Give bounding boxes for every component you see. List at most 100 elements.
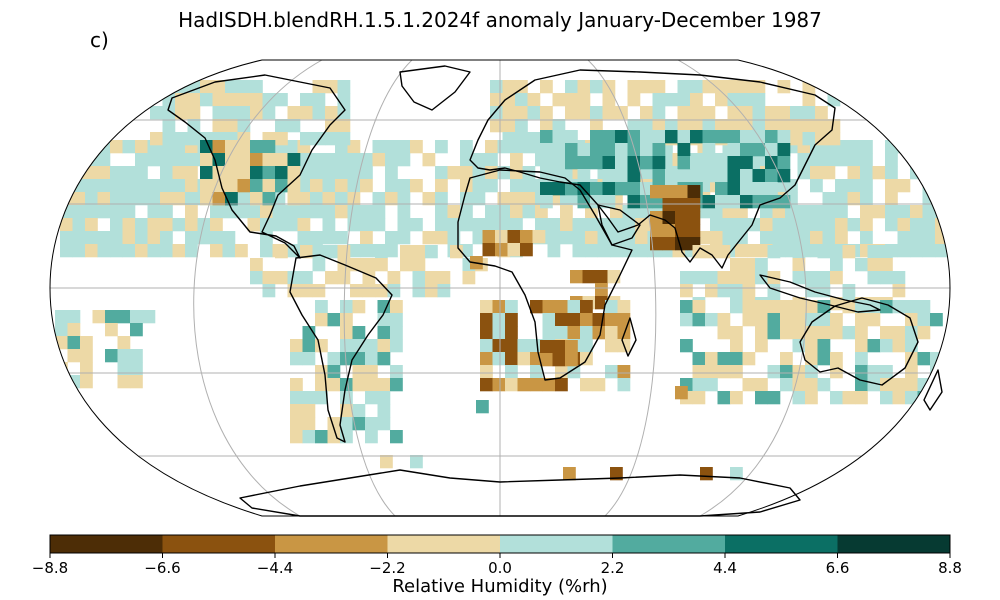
anomaly-cell <box>705 271 718 285</box>
anomaly-cell <box>652 169 666 183</box>
anomaly-cell <box>842 245 856 259</box>
anomaly-cell <box>225 80 238 94</box>
anomaly-cell <box>122 231 136 245</box>
anomaly-cell <box>767 245 781 259</box>
anomaly-cell <box>365 378 378 392</box>
coastline-madagascar <box>621 317 637 357</box>
anomaly-cell <box>855 339 868 353</box>
anomaly-cell <box>225 166 238 180</box>
anomaly-cell <box>340 300 353 314</box>
anomaly-cell <box>410 179 423 193</box>
anomaly-cell <box>847 179 861 193</box>
anomaly-cell <box>765 119 778 133</box>
anomaly-cell <box>172 244 186 258</box>
anomaly-cell <box>147 153 161 167</box>
anomaly-cell <box>692 300 706 314</box>
anomaly-cell <box>237 166 251 180</box>
anomaly-cell <box>410 218 423 232</box>
anomaly-cell <box>472 192 486 206</box>
anomaly-cell <box>585 218 598 232</box>
anomaly-cell <box>922 153 936 167</box>
anomaly-cell <box>590 130 603 144</box>
anomaly-cell <box>822 218 836 232</box>
colorbar-tick-label: 0.0 <box>488 559 512 577</box>
anomaly-cell <box>822 205 836 219</box>
anomaly-cell <box>72 140 86 154</box>
anomaly-cell <box>897 244 911 258</box>
anomaly-cell <box>705 245 718 259</box>
anomaly-cell <box>540 340 553 354</box>
anomaly-cell <box>422 153 436 167</box>
anomaly-cell <box>325 80 338 94</box>
anomaly-cell <box>385 179 398 193</box>
anomaly-cell <box>55 362 68 376</box>
anomaly-cell <box>747 218 761 232</box>
anomaly-cell <box>110 192 123 206</box>
anomaly-cell <box>390 313 403 327</box>
anomaly-cell <box>917 326 931 340</box>
globe-outline <box>49 59 951 517</box>
anomaly-cell <box>510 205 523 219</box>
coastline-antarctica <box>239 469 801 517</box>
graticule-lon-120w <box>193 60 323 516</box>
colorbar-bin <box>500 535 613 553</box>
anomaly-cell <box>640 119 653 133</box>
anomaly-cell <box>552 353 566 367</box>
anomaly-cell <box>60 179 73 193</box>
anomaly-cell <box>687 211 701 225</box>
anomaly-cell <box>567 313 581 327</box>
coastline-greenland <box>399 65 471 111</box>
anomaly-cell <box>335 231 348 245</box>
anomaly-cell <box>605 365 618 379</box>
anomaly-cell <box>555 378 568 392</box>
anomaly-cell <box>435 231 448 245</box>
anomaly-cell <box>905 391 918 405</box>
anomaly-cell <box>617 326 631 340</box>
anomaly-cell <box>892 326 906 340</box>
anomaly-cell <box>922 140 936 154</box>
anomaly-cell <box>785 218 798 232</box>
anomaly-cell <box>767 391 781 405</box>
anomaly-cell <box>385 231 398 245</box>
anomaly-cell <box>730 284 743 298</box>
anomaly-cell <box>705 365 718 379</box>
anomaly-cell <box>505 300 518 314</box>
anomaly-cell <box>97 179 111 193</box>
colorbar-label: Relative Humidity (%rh) <box>392 576 608 597</box>
anomaly-cell <box>390 378 403 392</box>
anomaly-cell <box>275 119 288 133</box>
anomaly-cell <box>105 349 118 363</box>
anomaly-cell <box>490 80 503 94</box>
anomaly-cell <box>627 195 641 209</box>
anomaly-cell <box>677 93 691 107</box>
anomaly-cell <box>365 430 378 444</box>
anomaly-cell <box>705 313 718 327</box>
anomaly-cell <box>755 300 768 314</box>
anomaly-cell <box>635 244 648 258</box>
anomaly-cell <box>237 153 251 167</box>
anomaly-cell <box>200 166 213 180</box>
anomaly-cell <box>677 106 691 120</box>
anomaly-cell <box>272 205 286 219</box>
anomaly-cell <box>380 455 393 469</box>
anomaly-cell <box>675 185 688 199</box>
anomaly-cell <box>610 467 623 481</box>
colorbar-tick-label: −4.4 <box>256 559 294 577</box>
anomaly-cell <box>565 340 578 354</box>
anomaly-cell <box>97 153 111 167</box>
anomaly-cell <box>315 313 328 327</box>
anomaly-cell <box>237 119 251 133</box>
anomaly-cell <box>352 365 366 379</box>
anomaly-cell <box>492 378 506 392</box>
anomaly-cell <box>585 231 598 245</box>
anomaly-cell <box>652 106 666 120</box>
anomaly-cell <box>275 166 288 180</box>
anomaly-cell <box>135 179 148 193</box>
anomaly-cell <box>377 326 391 340</box>
anomaly-cell <box>702 130 716 144</box>
anomaly-cell <box>817 352 831 366</box>
anomaly-cell <box>785 179 798 193</box>
anomaly-cell <box>340 313 353 327</box>
anomaly-cell <box>410 140 423 154</box>
anomaly-cell <box>792 326 806 340</box>
